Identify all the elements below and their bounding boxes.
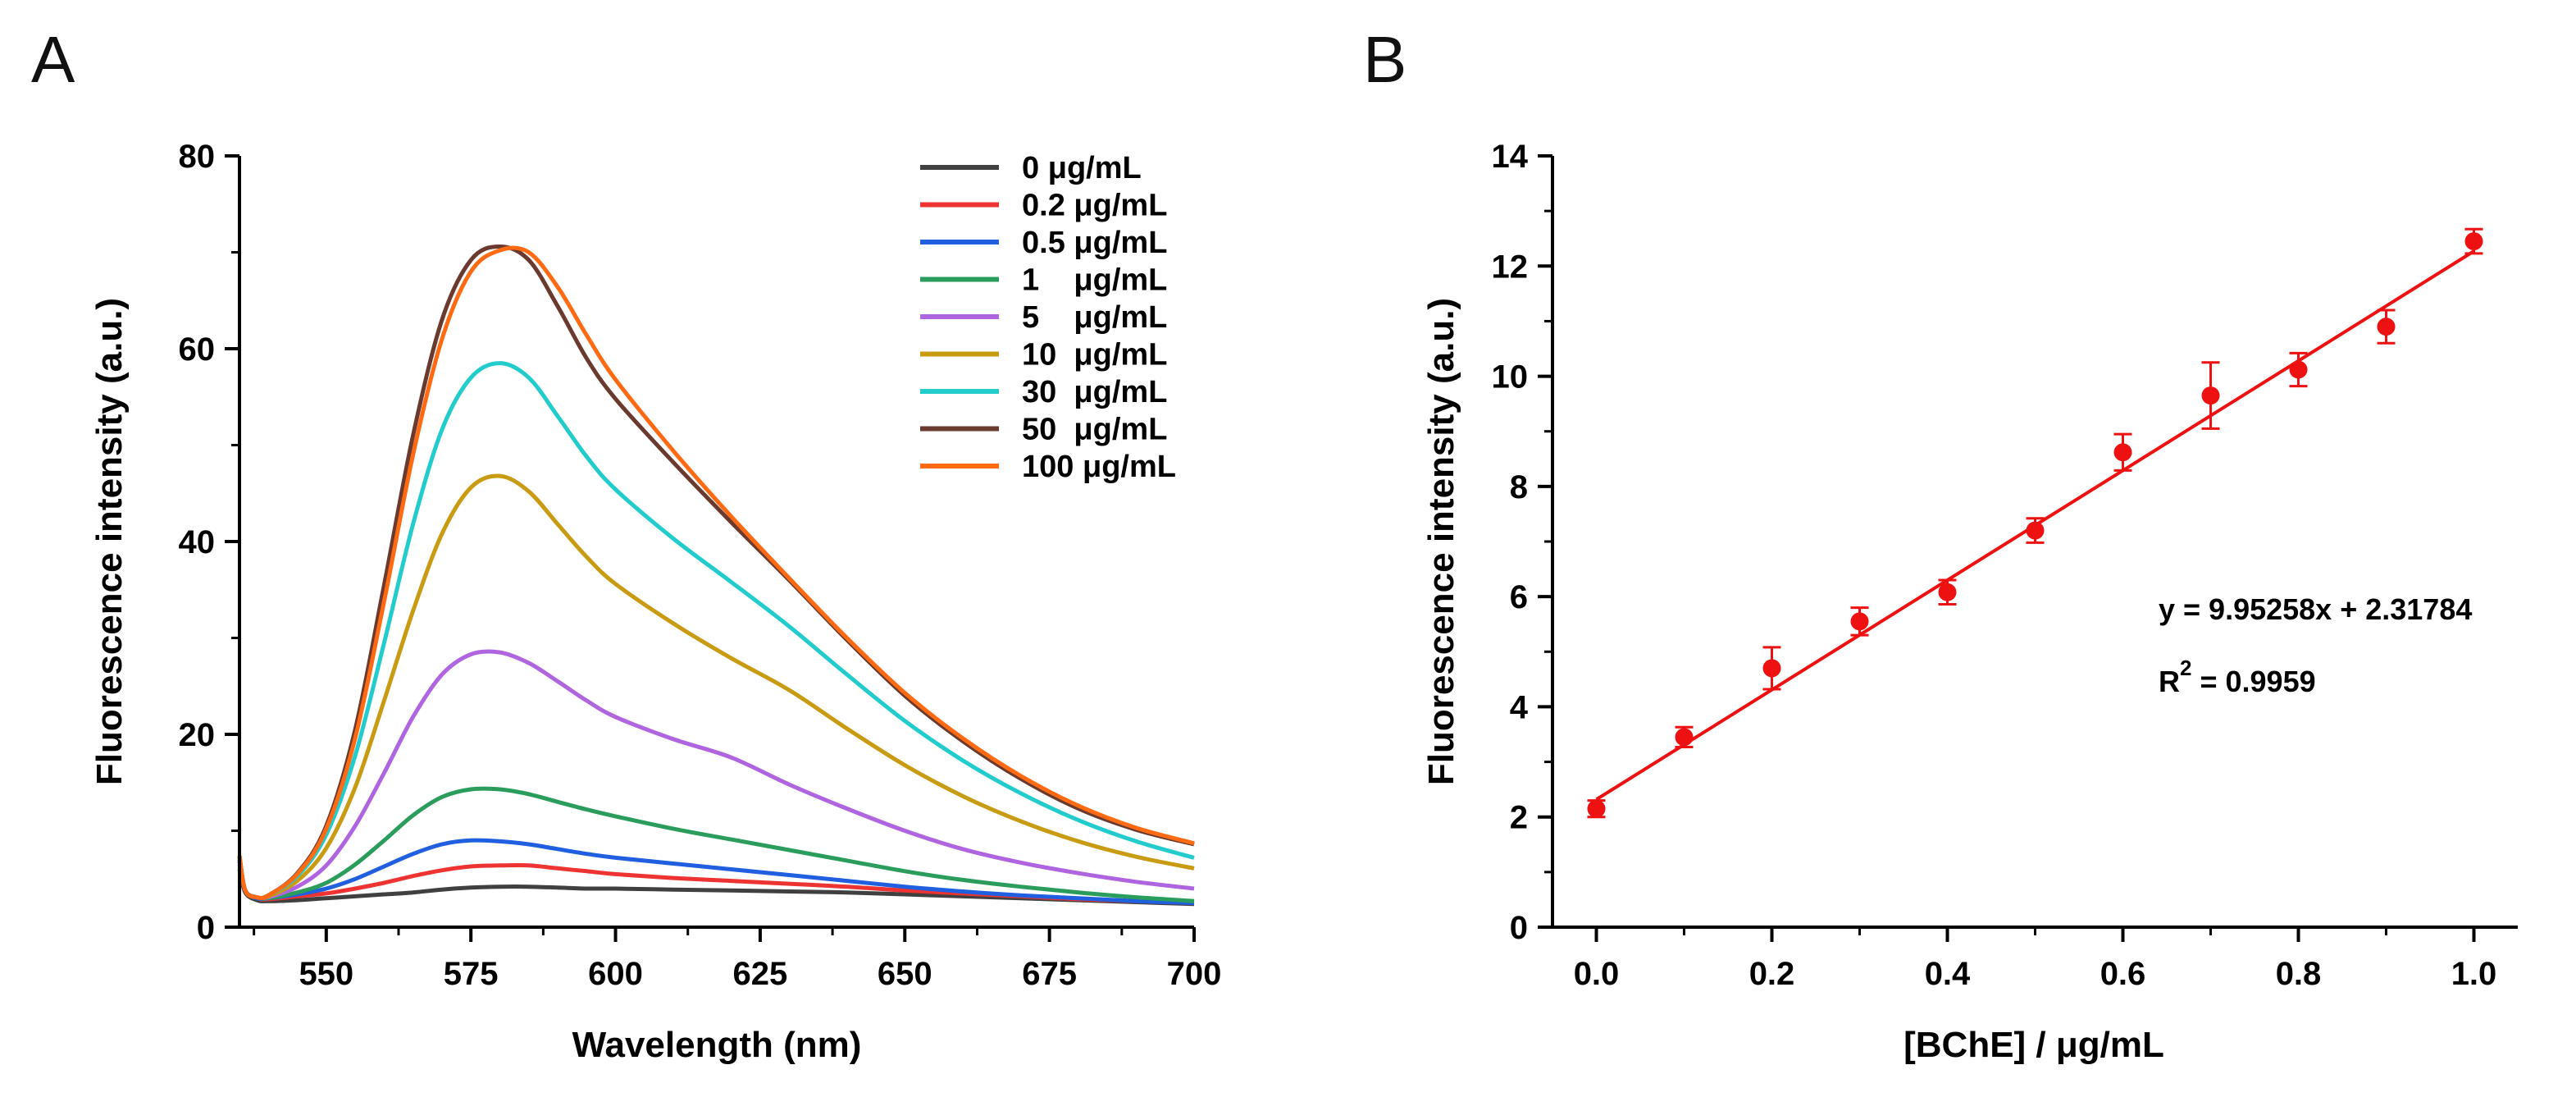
x-tick-label: 0.0	[1574, 956, 1620, 992]
x-tick-label: 550	[299, 956, 353, 992]
data-point	[2464, 232, 2483, 251]
series-line-4	[237, 649, 1195, 901]
legend: 0 μg/mL0.2 μg/mL0.5 μg/mL1 μg/mL5 μg/mL1…	[920, 151, 1176, 484]
legend-label: 0 μg/mL	[1022, 151, 1142, 185]
x-tick-label: 600	[588, 956, 643, 992]
panel-b: B 0.0 0.2 0.4 0.6 0.8 1.0 0 2 4 6 8 10 12 14 [BChE] …	[1363, 23, 2518, 1065]
x-tick-label: 650	[878, 956, 932, 992]
data-point	[2026, 521, 2045, 540]
y-axis-title: Fluorescence intensity (a.u.)	[89, 298, 130, 785]
y-tick-label: 60	[179, 331, 216, 368]
data-points	[1587, 227, 2483, 819]
panel-label-b: B	[1363, 23, 1407, 96]
r2-prefix: R	[2159, 665, 2180, 698]
x-tick-label: 575	[444, 956, 499, 992]
series-line-5	[237, 473, 1195, 901]
data-point	[1850, 612, 1869, 631]
x-tick-label: 675	[1022, 956, 1077, 992]
y-tick-label: 80	[179, 139, 216, 175]
r2-value: = 0.9959	[2191, 665, 2315, 698]
panel-label-a: A	[31, 23, 75, 96]
legend-label: 1 μg/mL	[1022, 263, 1167, 298]
series-line-0	[237, 868, 1195, 907]
x-tick-label: 625	[733, 956, 788, 992]
data-point	[2201, 386, 2220, 405]
x-tick-label: 0.6	[2100, 956, 2146, 992]
legend-label: 0.2 μg/mL	[1022, 189, 1167, 223]
r-squared: R2 = 0.9959	[2159, 656, 2316, 698]
spectra-series	[237, 245, 1195, 907]
series-line-3	[237, 786, 1195, 903]
y-tick-label: 6	[1510, 579, 1528, 615]
data-point	[1938, 583, 1957, 601]
panel-a: A 550 575 600 625 650 675 700 0 20 40 60 80 Wavele…	[31, 23, 1221, 1065]
data-point	[1675, 728, 1694, 747]
x-tick-label: 1.0	[2451, 956, 2497, 992]
data-point	[2289, 360, 2308, 379]
data-point	[1587, 799, 1606, 818]
legend-label: 50 μg/mL	[1022, 413, 1167, 447]
x-ticks: 0.0 0.2 0.4 0.6 0.8 1.0	[1574, 927, 2497, 992]
y-tick-label: 10	[1492, 359, 1529, 395]
x-ticks: 550 575 600 625 650 675 700	[253, 927, 1222, 992]
x-axis-title: [BChE] / μg/mL	[1904, 1025, 2164, 1065]
legend-label: 5 μg/mL	[1022, 300, 1167, 335]
series-line-8	[237, 245, 1195, 901]
y-axis-title: Fluorescence intensity (a.u.)	[1421, 298, 1461, 785]
r2-superscript: 2	[2180, 656, 2191, 680]
y-tick-label: 4	[1510, 689, 1529, 725]
y-tick-label: 14	[1492, 139, 1529, 175]
series-line-2	[237, 838, 1195, 906]
legend-label: 100 μg/mL	[1022, 450, 1176, 484]
legend-label: 10 μg/mL	[1022, 338, 1167, 373]
y-ticks: 0 2 4 6 8 10 12 14	[1492, 139, 1552, 946]
y-ticks: 0 20 40 60 80	[179, 139, 239, 946]
data-point	[1762, 659, 1781, 678]
y-tick-label: 40	[179, 524, 216, 560]
y-tick-label: 2	[1510, 800, 1528, 836]
y-tick-label: 20	[179, 717, 216, 753]
legend-label: 0.5 μg/mL	[1022, 226, 1167, 260]
data-point	[2377, 318, 2396, 336]
legend-label: 30 μg/mL	[1022, 375, 1167, 409]
y-tick-label: 0	[197, 910, 215, 946]
data-point	[2113, 443, 2132, 462]
fit-equation: y = 9.95258x + 2.31784	[2159, 592, 2472, 626]
y-tick-label: 12	[1492, 249, 1529, 285]
x-tick-label: 0.2	[1749, 956, 1795, 992]
series-line-6	[237, 361, 1195, 900]
y-tick-label: 0	[1510, 910, 1528, 946]
x-tick-label: 700	[1167, 956, 1222, 992]
x-tick-label: 0.4	[1925, 956, 1971, 992]
x-axis-title: Wavelength (nm)	[572, 1025, 862, 1065]
x-tick-label: 0.8	[2276, 956, 2322, 992]
y-tick-label: 8	[1510, 469, 1528, 505]
